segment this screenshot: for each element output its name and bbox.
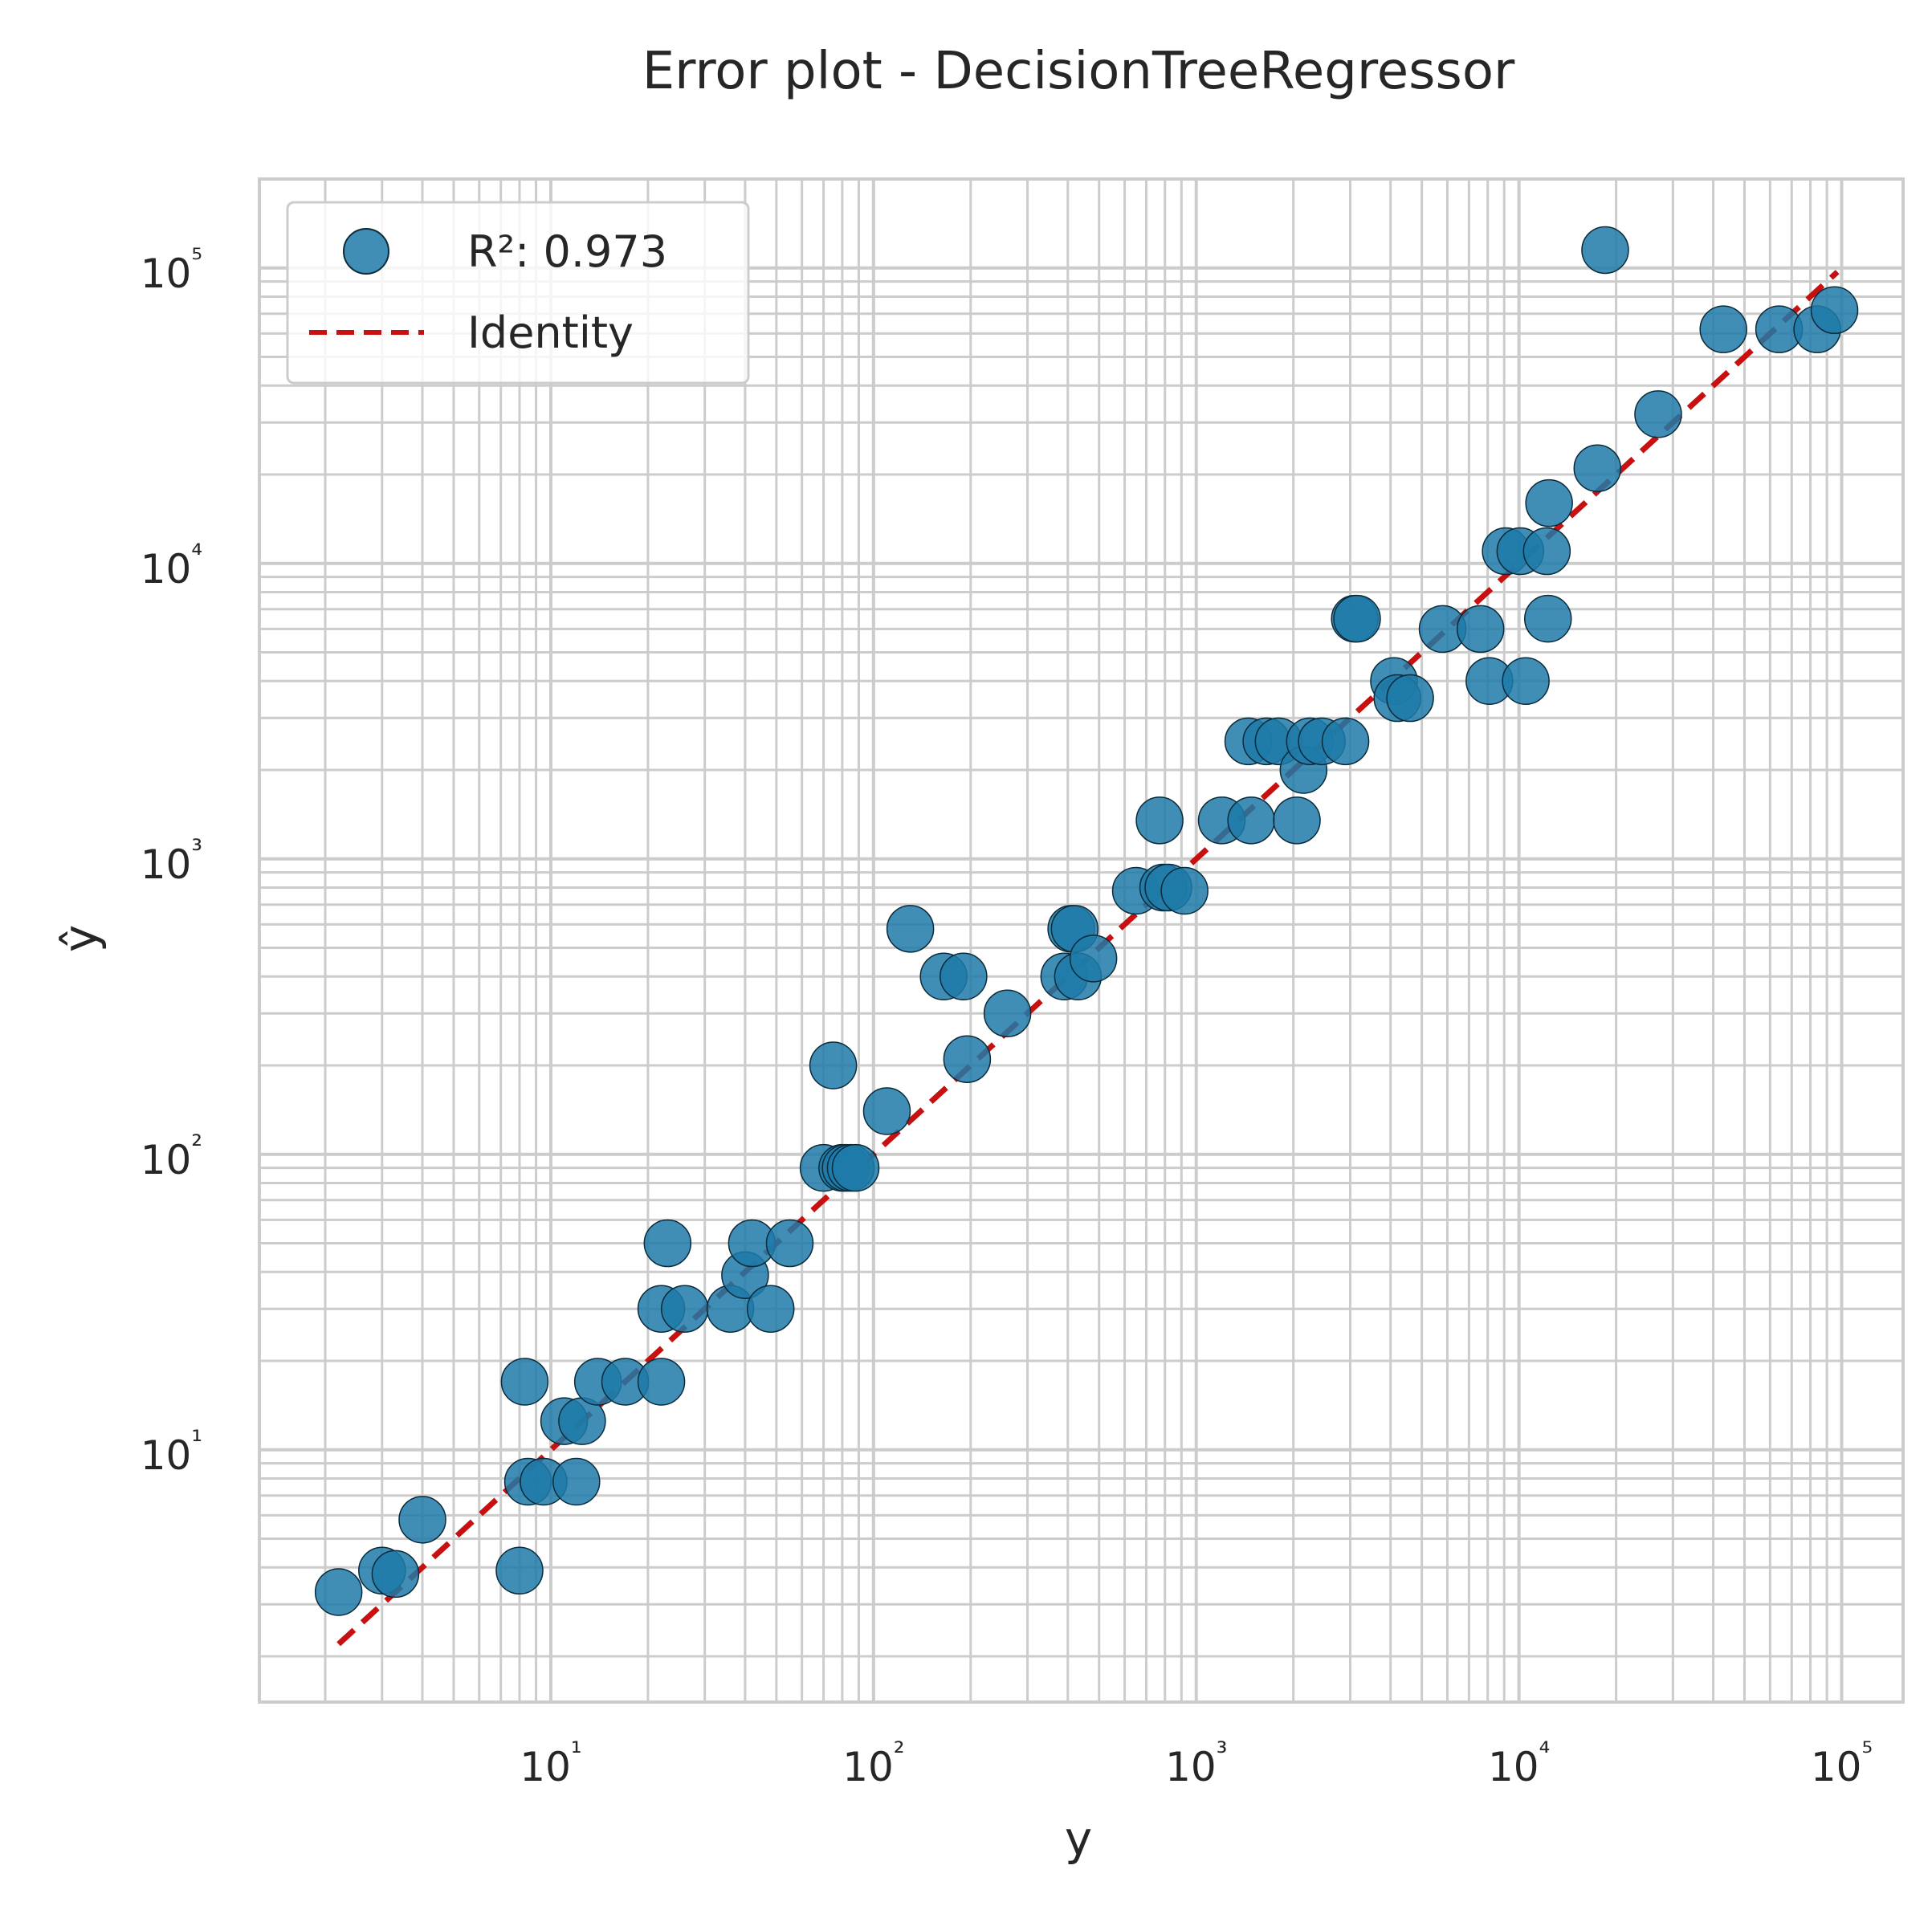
scatter-point [983,989,1032,1037]
y-tick-label: 10² [141,1130,202,1183]
y-tick-label: 10¹ [141,1425,202,1479]
scatter-point [660,1285,709,1333]
scatter-point [831,1143,880,1192]
legend-label-scatter: R²: 0.973 [467,226,667,277]
scatter-point [1273,796,1321,845]
y-tick-label: 10⁴ [141,539,202,593]
legend: R²: 0.973 Identity [286,201,750,385]
legend-marker-icon [343,228,389,275]
y-tick-label: 10⁵ [141,243,202,297]
scatter-point [862,1087,911,1135]
scatter-point [1333,594,1381,643]
x-tick-label: 10¹ [520,1737,581,1790]
x-axis-label: y [1065,1811,1092,1866]
scatter-point [1160,866,1209,915]
scatter-point [500,1358,549,1406]
scatter-point [1227,796,1275,845]
scatter-point [495,1546,544,1595]
scatter-point [1810,286,1859,335]
scatter-point [637,1358,686,1406]
scatter-point [1386,674,1434,723]
legend-label-identity: Identity [467,307,634,358]
scatter-point [1321,717,1370,766]
y-tick-label: 10³ [141,834,202,888]
scatter-point [1502,657,1550,705]
scatter-points [314,226,1859,1616]
scatter-point [765,1219,814,1268]
scatter-point [371,1550,420,1599]
scatter-point [1456,605,1505,654]
scatter-point [1135,796,1184,845]
scatter-point [1069,935,1118,983]
x-tick-label: 10³ [1165,1737,1227,1790]
plot-frame [258,177,1905,1704]
scatter-point [314,1568,363,1616]
y-tick-labels: 10¹ 10² 10³ 10⁴ 10⁵ [141,243,202,1479]
chart-title: Error plot - DecisionTreeRegressor [642,42,1515,101]
x-tick-label: 10⁴ [1488,1737,1550,1790]
x-tick-label: 10⁵ [1811,1737,1873,1790]
scatter-point [1573,444,1622,492]
grid-lines [259,179,1903,1702]
scatter-point [886,905,935,953]
scatter-point [746,1285,795,1333]
scatter-point [552,1457,601,1506]
scatter-point [1699,305,1747,353]
y-axis-label: ŷ [53,925,108,952]
scatter-point [1581,226,1629,275]
scatter-point [643,1219,692,1268]
legend-box [286,201,750,385]
scatter-point [940,952,988,1000]
scatter-point [1522,527,1571,576]
scatter-point [398,1496,446,1544]
x-tick-label: 10² [842,1737,904,1790]
scatter-point [809,1041,858,1089]
scatter-point [1523,594,1572,643]
scatter-point [1634,390,1682,438]
x-tick-labels: 10¹ 10² 10³ 10⁴ 10⁵ [520,1737,1873,1790]
scatter-point [1525,479,1573,527]
scatter-point [943,1035,992,1083]
